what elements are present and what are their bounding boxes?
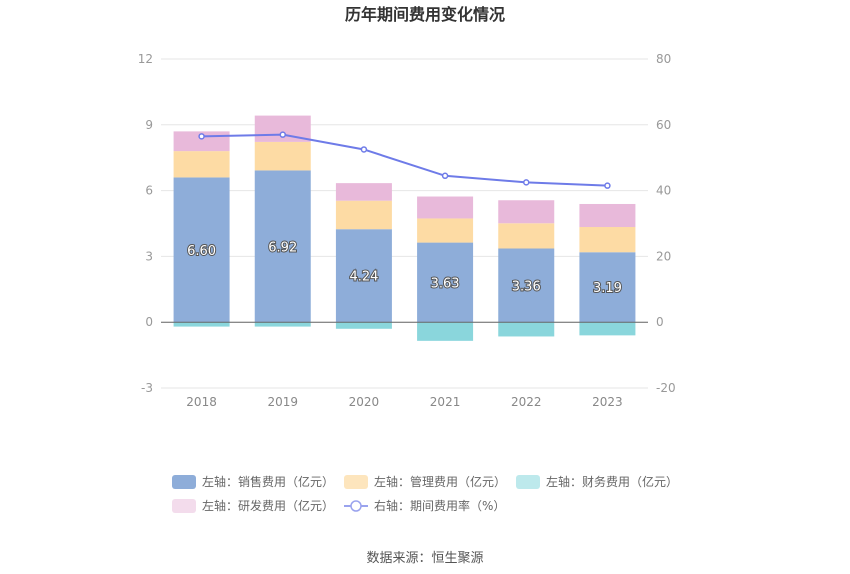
legend-item[interactable]: 左轴：财务费用（亿元） [516,474,678,489]
right-tick-label: 40 [656,184,671,198]
x-axis-ticks: 2018 2019 2020 2021 2022 2023 [186,395,622,409]
admin-expense-bar [254,141,311,171]
legend-item[interactable]: 左轴：管理费用（亿元） [344,474,506,489]
expense-ratio-point [523,179,530,186]
legend-item[interactable]: 左轴：销售费用（亿元） [172,474,334,489]
expense-ratio-line [198,131,611,189]
sales-value-label: 6.92 [268,240,297,255]
x-tick-label: 2023 [592,395,623,409]
sales-expense-bar [498,248,555,323]
left-tick-label: 12 [138,52,153,66]
expense-ratio-point [198,133,205,140]
sales-expense-bar [254,170,311,323]
right-tick-label: 80 [656,52,671,66]
sales-value-label: 3.36 [512,279,541,294]
admin-expense-bar [173,151,230,178]
right-tick-label: 0 [656,315,664,329]
legend-label: 左轴：财务费用（亿元） [546,474,678,489]
bar-labels: 6.60 6.92 4.24 3.63 3.36 3.19 [186,239,623,297]
admin-expense-bar [498,223,555,249]
sales-value-label: 4.24 [349,270,378,285]
finance-expense-bar [417,322,474,341]
sales-expense-bar [579,252,636,323]
x-tick-label: 2019 [267,395,298,409]
expense-ratio-point [360,146,368,153]
legend-marker [350,500,362,512]
x-tick-label: 2018 [186,395,217,409]
finance-expense-bar [498,322,555,337]
legend: 左轴：销售费用（亿元） 左轴：管理费用（亿元） 左轴：财务费用（亿元） 左轴：研发费用… [172,474,678,513]
bars [173,115,636,341]
legend-item[interactable]: 左轴：研发费用（亿元） [172,498,334,513]
legend-swatch [344,475,368,489]
expense-ratio-polyline [201,133,608,187]
rd-expense-bar [579,203,636,228]
expense-ratio-point [279,131,286,138]
right-tick-label: 60 [656,118,671,132]
sales-value-label: 3.63 [431,276,460,291]
x-tick-label: 2021 [430,395,461,409]
left-tick-label: 0 [145,315,153,329]
left-tick-label: -3 [141,381,153,395]
admin-expense-bar [417,218,474,243]
legend-label: 左轴：销售费用（亿元） [202,474,334,489]
left-axis-ticks: 12 9 6 3 0 -3 [138,52,153,395]
legend-swatch [172,475,196,489]
right-tick-label: 20 [656,249,671,263]
legend-swatch [172,499,196,513]
rd-expense-bar [335,183,392,201]
sales-expense-bar [417,242,474,323]
expense-ratio-point [441,172,449,180]
legend-item[interactable]: 右轴：期间费用率（%） [344,498,505,513]
finance-expense-bar [335,322,392,329]
sales-expense-bar [335,229,392,323]
left-tick-label: 6 [145,184,153,198]
legend-label: 左轴：管理费用（亿元） [374,474,506,489]
x-tick-label: 2022 [511,395,542,409]
admin-expense-bar [335,200,392,230]
grid-lines [161,58,648,389]
rd-expense-bar [417,196,474,219]
finance-expense-bar [173,322,230,327]
legend-swatch [516,475,540,489]
left-tick-label: 3 [145,249,153,263]
left-tick-label: 9 [145,118,153,132]
sales-value-label: 6.60 [187,244,216,259]
legend-label: 右轴：期间费用率（%） [374,498,505,513]
legend-label: 左轴：研发费用（亿元） [202,498,334,513]
rd-expense-bar [498,200,555,224]
expense-ratio-point [604,182,611,189]
finance-expense-bar [254,322,311,327]
right-tick-label: -20 [656,381,676,395]
data-source: 数据来源：恒生聚源 [366,551,483,566]
admin-expense-bar [579,227,636,253]
right-axis-ticks: 80 60 40 20 0 -20 [656,52,676,395]
finance-expense-bar [579,322,636,336]
sales-value-label: 3.19 [593,281,622,296]
chart-title: 历年期间费用变化情况 [345,5,505,24]
x-tick-label: 2020 [349,395,380,409]
sales-expense-bar [173,177,230,323]
